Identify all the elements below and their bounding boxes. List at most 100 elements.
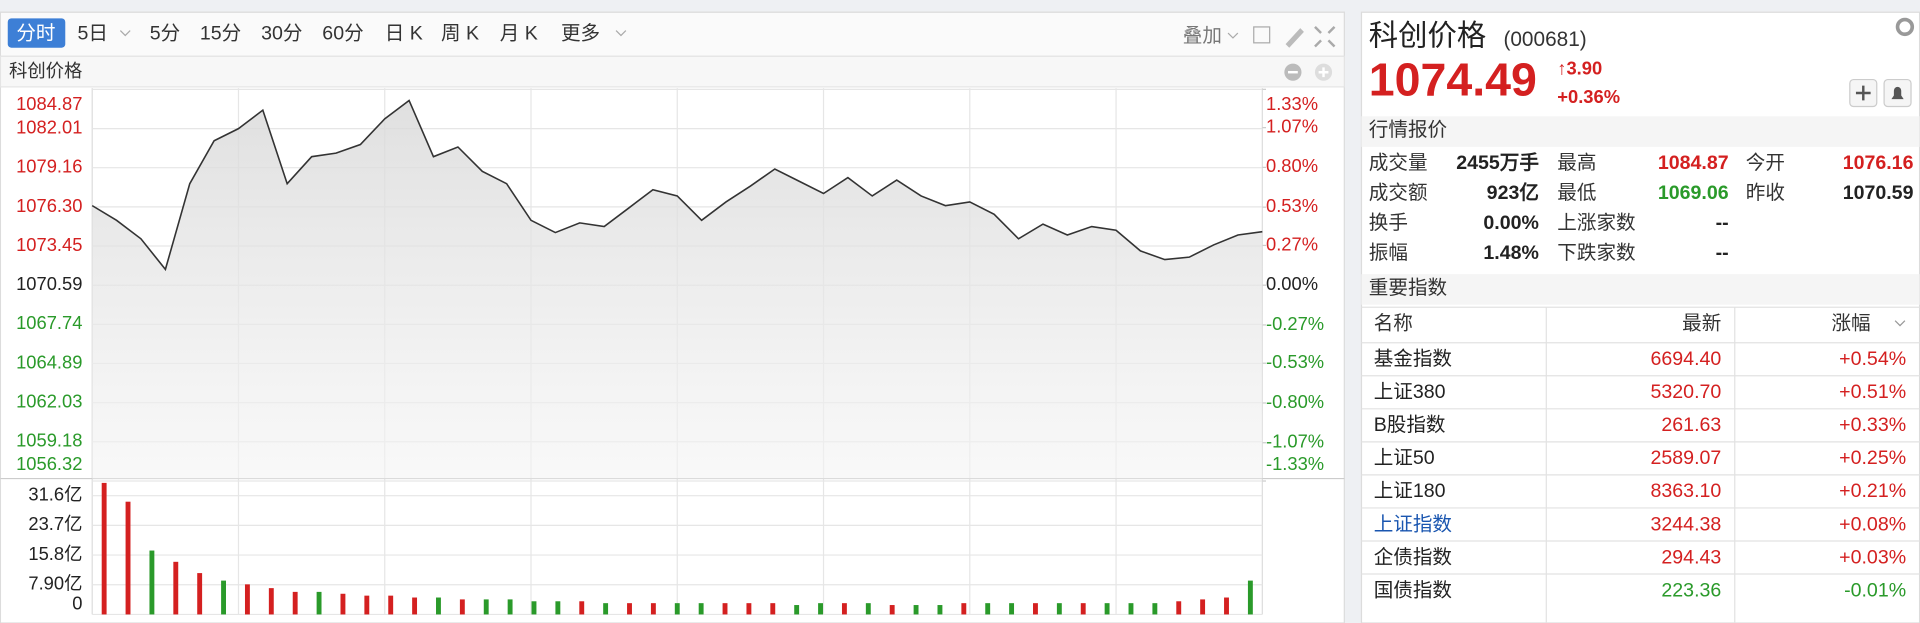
quote-value: 1.48% <box>1483 242 1539 264</box>
quote-change: ↑3.90 <box>1557 58 1602 79</box>
dropdown-arrow <box>615 30 627 37</box>
y2-tick-label: -0.27% <box>1266 313 1324 334</box>
volume-bar <box>125 501 131 615</box>
index-latest: 261.63 <box>1661 414 1721 436</box>
index-change: +0.08% <box>1839 513 1906 535</box>
y-tick-label: 1062.03 <box>16 391 82 412</box>
dropdown-arrow <box>119 30 131 37</box>
y-tick-label: 1064.89 <box>16 351 82 372</box>
volume-bar <box>388 595 394 615</box>
layout-button[interactable] <box>1253 26 1271 44</box>
y2-tick-label: 0.53% <box>1266 195 1318 216</box>
volume-bar <box>364 595 370 615</box>
index-name[interactable]: B股指数 <box>1374 414 1446 436</box>
volume-bar <box>603 603 609 615</box>
index-latest: 294.43 <box>1661 546 1721 568</box>
tab[interactable]: 分时 <box>16 22 55 44</box>
y-tick-label: 1084.87 <box>16 93 82 114</box>
overlay-button[interactable]: 叠加 <box>1183 25 1222 47</box>
toolbar-icons <box>1253 26 1336 48</box>
sort-arrow <box>1894 320 1906 327</box>
tab[interactable]: 日 K <box>385 22 423 44</box>
volume-bar <box>1200 599 1206 615</box>
index-latest: 2589.07 <box>1651 447 1722 469</box>
index-name[interactable]: 上证380 <box>1374 381 1446 403</box>
y-tick-label: 1082.01 <box>16 116 82 137</box>
y-tick-label: 15.8亿 <box>28 543 82 564</box>
price-line <box>91 99 1263 272</box>
tab-active-bg <box>7 18 66 48</box>
tab[interactable]: 周 K <box>441 22 479 44</box>
y2-tick-label: 0.00% <box>1266 273 1318 294</box>
volume-bar <box>698 603 704 615</box>
draw-button[interactable] <box>1285 28 1304 48</box>
quote-value: 1070.59 <box>1843 182 1914 204</box>
volume-bar <box>865 603 871 615</box>
icon <box>1891 86 1904 100</box>
y-tick-label: 1059.18 <box>16 430 82 451</box>
volume-bar <box>818 603 823 615</box>
volume-bar <box>937 605 943 615</box>
index-name[interactable]: 基金指数 <box>1374 348 1453 370</box>
quote-code: (000681) <box>1503 28 1586 51</box>
volume-bar <box>173 561 179 615</box>
tab[interactable]: 月 K <box>500 22 538 44</box>
section-band <box>1361 116 1920 147</box>
index-name[interactable]: 上证指数 <box>1374 513 1453 535</box>
volume-bar <box>1104 603 1110 615</box>
chart-label: 科创价格 <box>9 60 82 81</box>
index-name[interactable]: 企债指数 <box>1374 546 1453 568</box>
volume-bar <box>555 601 561 615</box>
y-tick-label: 7.90亿 <box>28 573 82 594</box>
volume-bar <box>483 599 489 615</box>
icon <box>1855 85 1871 101</box>
quote-price: 1074.49 <box>1369 54 1537 106</box>
volume-bar <box>985 603 991 615</box>
quote-label: 昨收 <box>1746 182 1785 204</box>
volume-bar <box>268 588 274 615</box>
volume-bar <box>1152 603 1158 615</box>
index-name[interactable]: 上证50 <box>1374 447 1435 469</box>
tab[interactable]: 30分 <box>261 22 302 44</box>
settings-button[interactable] <box>1895 17 1915 37</box>
volume-bar <box>627 603 632 615</box>
volume-bar <box>1080 603 1086 615</box>
volume-bar <box>650 603 656 615</box>
table-header: 最新 <box>1682 313 1721 335</box>
toolbar <box>0 11 1345 57</box>
y2-tick-label: 0.27% <box>1266 233 1318 254</box>
volume-bar <box>841 603 847 615</box>
tab[interactable]: 5日 <box>78 22 108 44</box>
table-header: 名称 <box>1374 313 1413 335</box>
index-name[interactable]: 国债指数 <box>1374 579 1453 601</box>
quote-value: -- <box>1716 212 1729 234</box>
quote-label: 最低 <box>1557 182 1596 204</box>
y-tick-label: 0 <box>72 592 82 613</box>
quote-label: 下跌家数 <box>1557 242 1636 264</box>
y-tick-label: 1073.45 <box>16 234 82 255</box>
fullscreen-button[interactable] <box>1314 26 1336 48</box>
index-name[interactable]: 上证180 <box>1374 480 1446 502</box>
y2-tick-label: -0.53% <box>1266 351 1324 372</box>
y-tick-label: 23.7亿 <box>28 513 82 534</box>
index-latest: 6694.40 <box>1651 348 1722 370</box>
icon <box>1318 67 1329 78</box>
volume-bar <box>244 584 250 615</box>
icon <box>1288 70 1298 74</box>
index-change: +0.25% <box>1839 447 1906 469</box>
tab[interactable]: 15分 <box>200 22 241 44</box>
index-change: +0.54% <box>1839 348 1906 370</box>
volume-bar <box>1033 603 1038 615</box>
quote-label: 今开 <box>1746 152 1785 174</box>
tab[interactable]: 5分 <box>150 22 180 44</box>
index-change: +0.21% <box>1839 480 1906 502</box>
y2-tick-label: -1.07% <box>1266 431 1324 452</box>
chart-header <box>0 55 1345 88</box>
tab[interactable]: 更多 <box>561 22 600 44</box>
volume-bar <box>507 599 513 615</box>
volume-bar <box>1176 601 1182 615</box>
tab[interactable]: 60分 <box>322 22 363 44</box>
quote-value: 2455万手 <box>1456 151 1539 174</box>
volume-bar <box>412 597 418 615</box>
volume-bar <box>149 550 155 615</box>
